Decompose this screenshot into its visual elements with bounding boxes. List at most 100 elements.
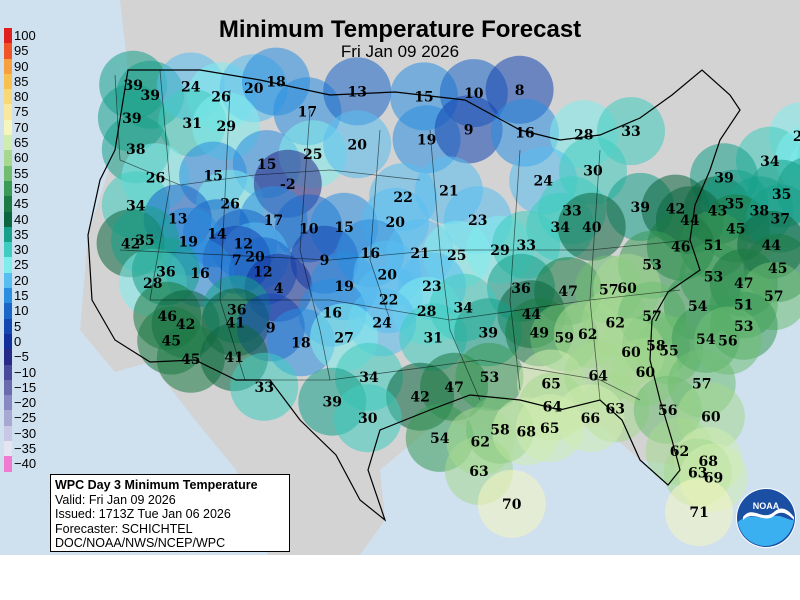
temperature-label: 45 [161,334,180,350]
legend-label: 25 [14,257,29,273]
temperature-label: 34 [551,220,571,236]
info-box: WPC Day 3 Minimum Temperature Valid: Fri… [50,474,290,552]
info-forecaster: Forecaster: SCHICHTEL [55,521,193,536]
temperature-label: 7 [232,253,242,269]
legend-label: −25 [14,410,37,426]
legend-swatch [4,257,12,273]
temperature-label: 28 [417,304,436,320]
legend-row: 0 [2,333,50,350]
legend-label: 100 [14,28,36,43]
temperature-label: 34 [126,198,146,214]
temperature-label: 23 [422,279,441,295]
legend-row: −5 [2,349,50,365]
legend-label: 70 [14,119,29,135]
temperature-label: 16 [190,266,209,282]
temperature-label: 28 [143,276,162,292]
temperature-label: 13 [168,212,187,228]
temperature-field-blob [515,394,584,463]
legend-row: −15 [2,379,50,396]
legend-label: 35 [14,226,29,242]
legend-row: 85 [2,73,50,90]
legend-row: −35 [2,441,50,457]
legend-swatch [4,288,12,304]
temperature-label: 46 [671,240,690,256]
temperature-label: 56 [718,334,737,350]
temperature-label: 8 [515,83,525,99]
temperature-label: 18 [291,335,310,351]
legend-swatch [4,135,12,151]
temperature-label: 70 [502,497,522,513]
temperature-label: 53 [704,269,723,285]
legend-swatch [4,364,12,380]
legend-swatch [4,104,12,120]
temperature-label: 16 [515,126,534,142]
temperature-legend: 100 95 90 85 80 75 70 65 60 55 50 45 40 35 30 25 20 15 10 5… [2,28,50,472]
legend-row: −25 [2,410,50,426]
legend-row: −30 [2,425,50,442]
legend-swatch [4,180,12,197]
temperature-label: 64 [589,368,609,384]
temperature-field [96,47,800,547]
temperature-label: 21 [439,183,458,199]
temperature-label: 49 [530,325,549,341]
legend-swatch [4,333,12,350]
temperature-label: 57 [642,309,661,325]
temperature-label: 47 [558,284,577,300]
temperature-label: 54 [688,299,708,315]
temperature-label: 33 [562,203,581,219]
temperature-label: 12 [233,236,252,252]
temperature-label: 62 [578,327,597,343]
temperature-label: 14 [207,226,227,242]
temperature-label: 19 [417,132,436,148]
legend-row: 70 [2,119,50,136]
temperature-label: 20 [245,249,265,265]
temperature-label: 39 [478,325,497,341]
legend-swatch [4,89,12,105]
temperature-field-blob [333,384,402,453]
legend-row: 35 [2,226,50,243]
temperature-label: 51 [734,297,753,313]
temperature-label: 54 [430,431,450,447]
legend-row: 10 [2,303,50,319]
temperature-field-blob [230,352,299,421]
temperature-label: 44 [680,213,700,229]
legend-swatch [4,119,12,136]
temperature-label: 39 [323,395,342,411]
legend-swatch [4,395,12,411]
temperature-label: 15 [414,89,433,105]
legend-label: 90 [14,58,29,74]
legend-label: −5 [14,349,29,365]
temperature-label: 41 [224,350,243,366]
legend-row: 15 [2,288,50,304]
temperature-label: 18 [266,75,285,91]
legend-label: −15 [14,379,37,395]
temperature-label: 25 [447,248,466,264]
temperature-label: 64 [543,400,563,416]
legend-label: −10 [14,364,37,380]
temperature-label: 35 [135,233,154,249]
legend-row: 75 [2,104,50,120]
temperature-label: 33 [621,124,640,140]
legend-label: −20 [14,395,37,411]
legend-row: 50 [2,180,50,197]
temperature-label: 19 [178,235,197,251]
temperature-label: 58 [490,423,509,439]
temperature-label: 26 [220,197,239,213]
legend-swatch [4,150,12,166]
temperature-label: 39 [122,111,141,127]
legend-row: 40 [2,211,50,227]
legend-swatch [4,28,12,44]
temperature-label: 24 [533,174,553,190]
temperature-label: 39 [140,88,159,104]
temperature-label: 54 [696,332,716,348]
temperature-label: 40 [582,220,602,236]
temperature-label: 13 [347,84,366,100]
temperature-label: 65 [541,377,560,393]
temperature-label: 36 [156,264,175,280]
legend-row: −40 [2,456,50,472]
legend-row: 45 [2,196,50,212]
legend-label: 45 [14,196,29,212]
temperature-label: 26 [146,170,165,186]
legend-swatch [4,410,12,426]
legend-swatch [4,349,12,365]
